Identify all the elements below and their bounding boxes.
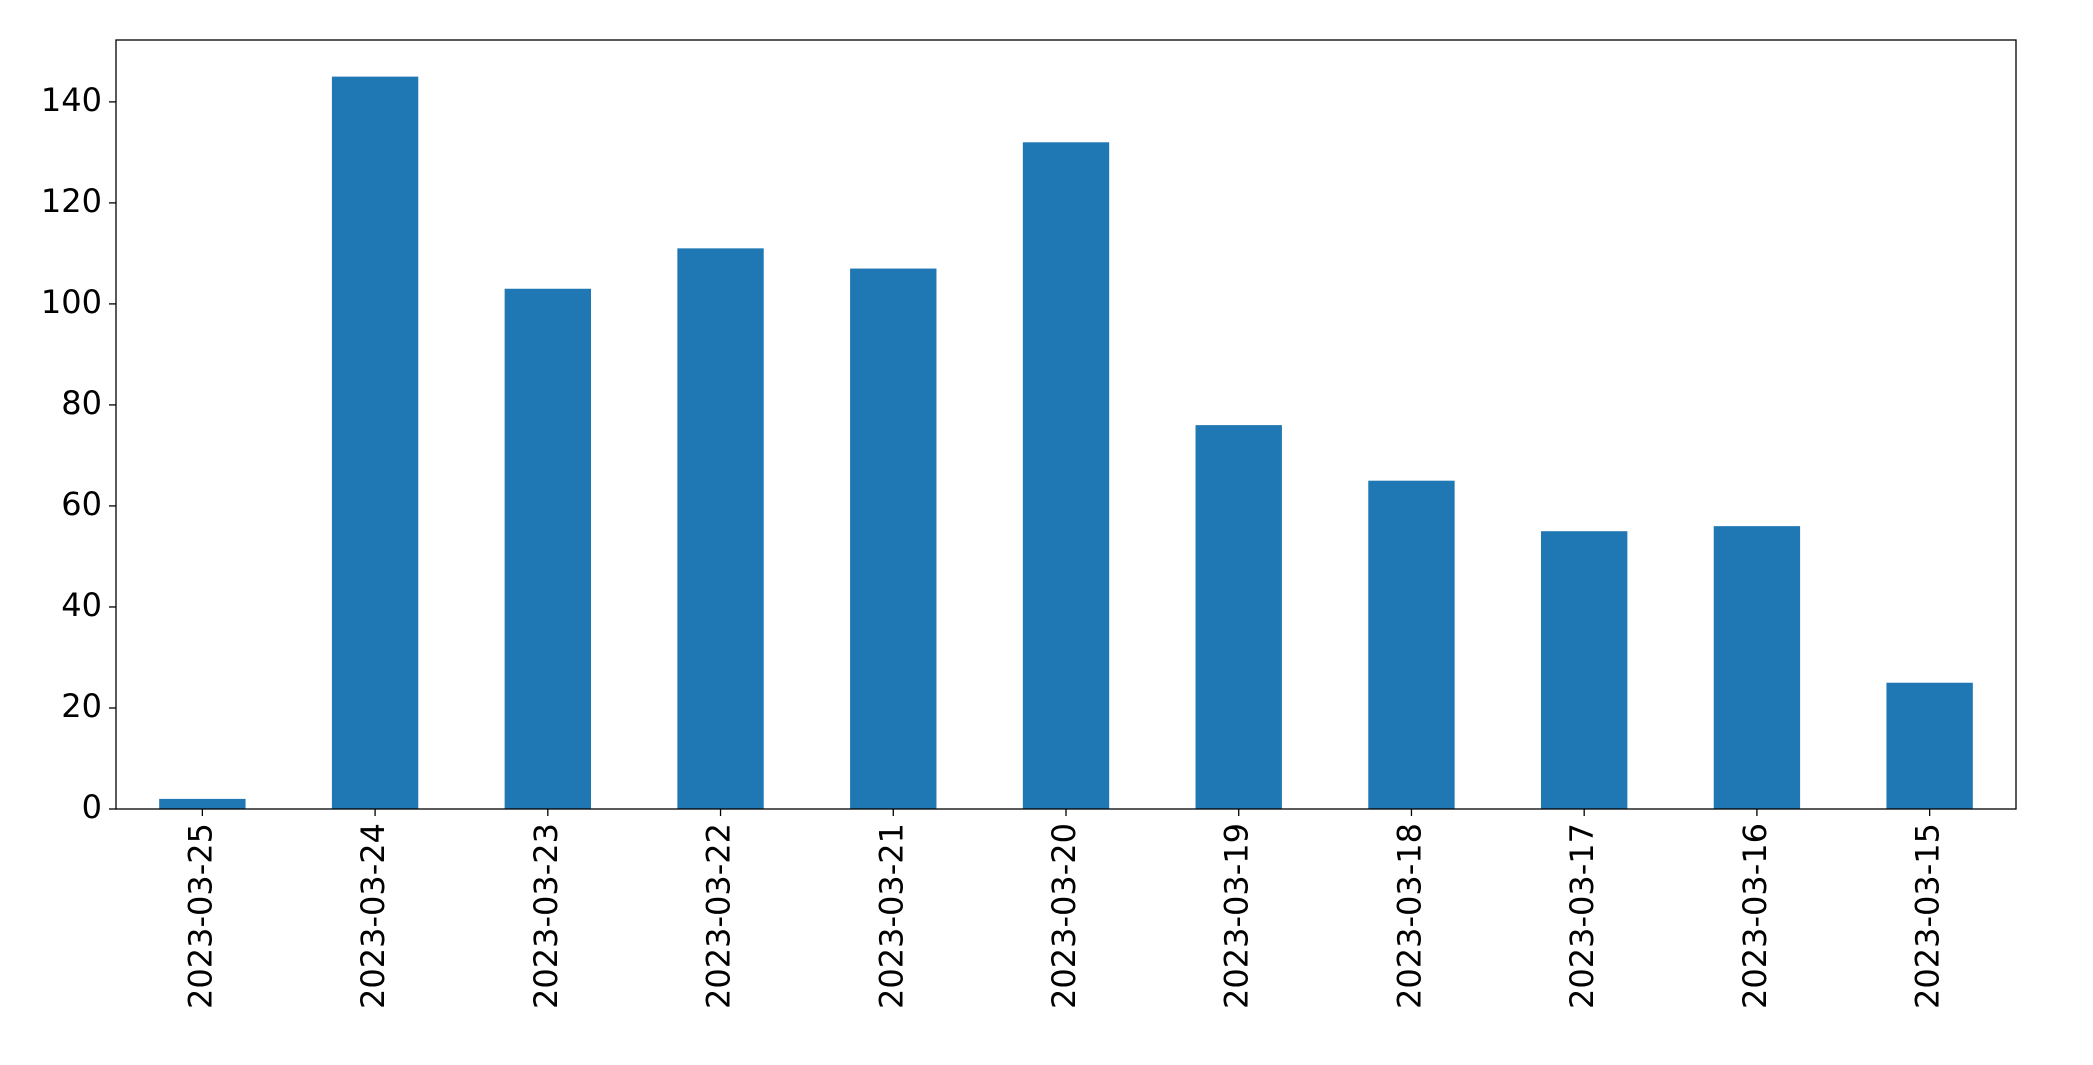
x-tick-label: 2023-03-16 [1736,823,1774,1009]
x-tick-label: 2023-03-18 [1390,823,1428,1009]
bar [850,268,937,810]
x-tick-label: 2023-03-19 [1218,823,1256,1009]
bar [1713,526,1801,809]
bar [1541,531,1628,809]
bar [331,76,419,810]
bar [677,248,764,810]
x-tick-label: 2023-03-17 [1563,823,1601,1009]
bar [1022,142,1110,810]
bar [504,288,591,810]
bar [1368,480,1455,809]
bar [1195,425,1282,809]
x-tick-label: 2023-03-25 [181,823,219,1009]
x-tick-label: 2023-03-20 [1045,823,1083,1009]
bar [1886,682,1973,809]
x-tick-label: 2023-03-24 [354,823,392,1009]
x-tick-label: 2023-03-22 [700,823,738,1009]
y-tick-label: 20 [61,687,102,725]
y-tick-label: 40 [61,586,102,624]
y-tick-label: 120 [41,182,102,220]
bar [159,798,246,809]
y-tick-label: 140 [41,81,102,119]
x-tick-label: 2023-03-23 [527,823,565,1009]
x-tick-label: 2023-03-15 [1909,823,1947,1009]
y-tick-label: 60 [61,485,102,523]
x-tick-label: 2023-03-21 [872,823,910,1009]
y-tick-label: 80 [61,384,102,422]
plot-frame [115,39,2017,810]
y-tick-label: 100 [41,283,102,321]
y-tick-label: 0 [82,788,102,826]
